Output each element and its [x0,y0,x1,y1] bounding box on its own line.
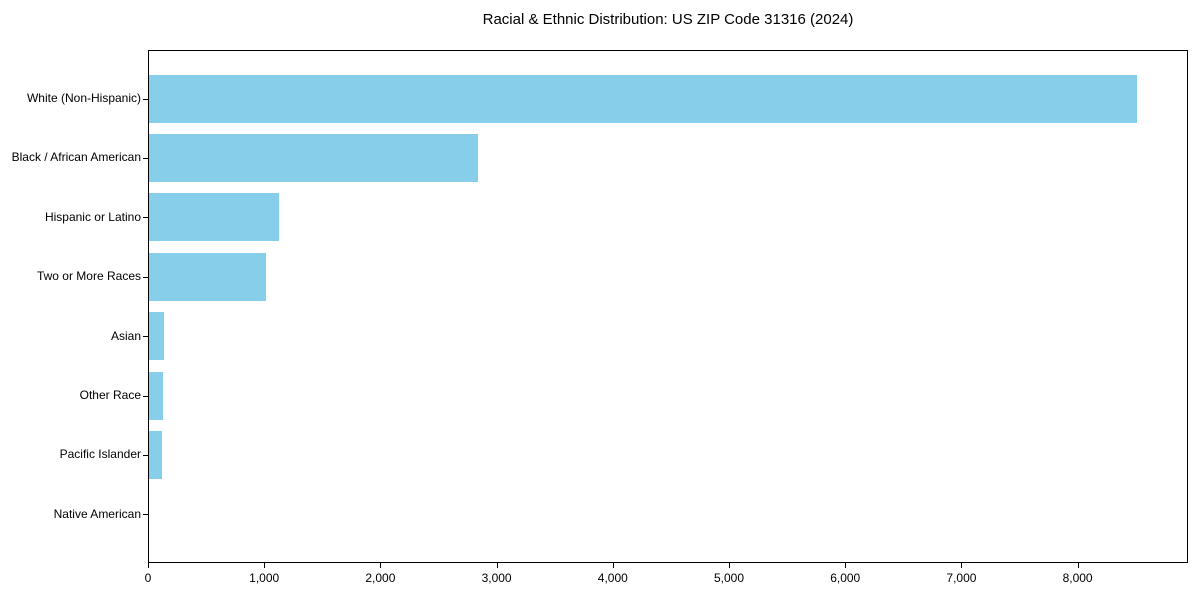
x-tick-mark [148,563,149,568]
bar-pacific-islander [149,430,162,479]
y-tick-label: Other Race [79,388,141,402]
bar-other-race [149,371,163,420]
y-tick-label: Asian [110,328,141,343]
x-tick-mark [612,563,614,568]
bar-hispanic-or-latino [149,193,279,242]
x-tick-mark [961,563,963,568]
plot-area [148,50,1188,563]
y-tick-mark [143,98,148,100]
y-tick-label: Black / African American [11,150,141,165]
y-tick-label: Two or More Races [36,269,141,284]
bar-black-african-american [149,133,478,182]
chart-title: Racial & Ethnic Distribution: US ZIP Cod… [482,11,854,28]
x-tick-label: 4,000 [597,571,628,585]
x-tick-label: 3,000 [481,571,512,585]
bar-two-or-more-races [149,252,266,301]
x-tick-label: 7,000 [946,571,977,585]
y-tick-mark [143,217,148,219]
x-tick-mark [380,563,382,568]
x-tick-label: 0 [144,571,152,585]
y-tick-label: Pacific Islander [59,447,141,462]
y-tick-mark [143,454,148,456]
y-tick-label: Hispanic or Latino [44,209,141,224]
y-tick-label: White (Non-Hispanic) [26,91,141,105]
x-tick-mark [264,563,266,568]
bar-white-non-hispanic [149,74,1137,123]
y-tick-label: Native American [53,506,141,521]
x-tick-label: 2,000 [365,571,396,585]
y-tick-mark [143,157,148,159]
x-tick-label: 5,000 [713,571,745,585]
x-tick-label: 6,000 [830,571,861,585]
x-tick-mark [729,563,730,568]
bar-asian [149,312,164,361]
y-tick-mark [143,514,148,516]
x-tick-mark [845,563,847,568]
x-tick-mark [1077,563,1079,568]
x-tick-mark [496,563,498,568]
y-tick-mark [143,336,148,338]
y-tick-mark [143,395,148,397]
y-tick-mark [143,276,148,278]
x-tick-label: 1,000 [249,571,280,585]
x-tick-label: 8,000 [1062,571,1093,585]
